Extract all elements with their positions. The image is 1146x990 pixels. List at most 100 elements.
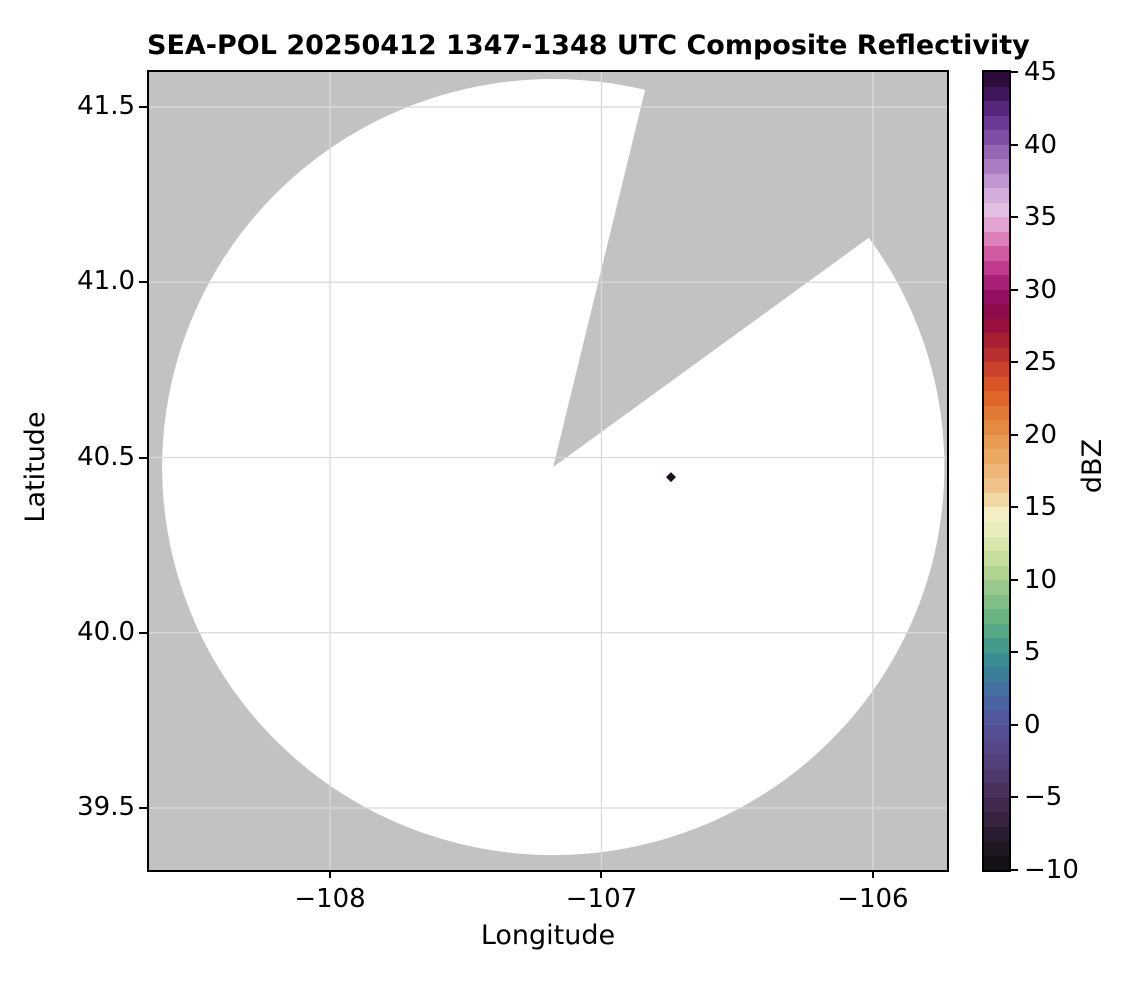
colorbar-band — [984, 101, 1009, 116]
colorbar-band — [984, 115, 1009, 131]
x-axis-tick-label: −107 — [565, 884, 638, 914]
colorbar-band — [984, 739, 1009, 755]
colorbar-band — [984, 812, 1009, 827]
colorbar-band — [984, 551, 1009, 566]
colorbar-band — [984, 797, 1009, 813]
colorbar-band — [984, 289, 1009, 305]
colorbar-band — [984, 202, 1009, 218]
y-axis-tick — [139, 281, 147, 284]
colorbar-tick-label: 5 — [1024, 637, 1041, 668]
colorbar-tick-label: 15 — [1024, 492, 1058, 523]
colorbar-tick — [1011, 143, 1018, 146]
colorbar-band — [984, 667, 1009, 682]
x-axis-label: Longitude — [480, 920, 616, 951]
colorbar-tick — [1011, 651, 1018, 654]
colorbar-band — [984, 580, 1009, 595]
colorbar-band — [984, 217, 1009, 232]
colorbar-band — [984, 333, 1009, 348]
colorbar-band — [984, 434, 1009, 450]
colorbar-band — [984, 507, 1009, 522]
colorbar-band — [984, 376, 1009, 392]
colorbar-tick-label: 35 — [1024, 202, 1058, 233]
radar-plot-canvas — [149, 72, 947, 870]
plot-area — [147, 70, 949, 872]
colorbar-tick-label: 10 — [1024, 564, 1058, 595]
y-axis-tick — [139, 456, 147, 459]
colorbar-tick — [1011, 869, 1018, 871]
colorbar-label: dBZ — [1077, 438, 1108, 494]
colorbar-band — [984, 318, 1009, 334]
colorbar-band — [984, 754, 1009, 769]
colorbar — [982, 70, 1011, 872]
colorbar-band — [984, 463, 1009, 479]
colorbar-band — [984, 638, 1009, 653]
plot-title: SEA-POL 20250412 1347-1348 UTC Composite… — [147, 30, 1030, 61]
colorbar-band — [984, 391, 1009, 406]
colorbar-band — [984, 565, 1009, 581]
colorbar-tick-label: 30 — [1024, 274, 1058, 305]
y-axis-tick — [139, 631, 147, 634]
colorbar-band — [984, 521, 1009, 537]
x-axis-tick-label: −108 — [294, 884, 366, 914]
colorbar-band — [984, 173, 1009, 189]
colorbar-band — [984, 783, 1009, 798]
colorbar-band — [984, 696, 1009, 711]
colorbar-band — [984, 841, 1009, 856]
colorbar-tick — [1011, 796, 1018, 799]
y-axis-tick — [139, 806, 147, 809]
colorbar-band — [984, 681, 1009, 697]
colorbar-band — [984, 492, 1009, 508]
colorbar-band — [984, 231, 1009, 247]
colorbar-tick-label: 40 — [1024, 129, 1058, 160]
y-axis-tick-label: 41.5 — [77, 91, 135, 122]
colorbar-band — [984, 72, 1009, 87]
colorbar-band — [984, 449, 1009, 464]
colorbar-band — [984, 275, 1009, 290]
colorbar-band — [984, 188, 1009, 203]
y-axis-tick-label: 39.5 — [77, 791, 135, 822]
y-axis-label: Latitude — [20, 411, 51, 523]
colorbar-tick-label: 45 — [1024, 57, 1058, 87]
colorbar-tick — [1011, 433, 1018, 436]
colorbar-band — [984, 725, 1009, 740]
y-axis-tick-label: 40.5 — [77, 441, 135, 472]
colorbar-tick-label: 25 — [1024, 347, 1058, 378]
colorbar-band — [984, 362, 1009, 377]
colorbar-band — [984, 304, 1009, 319]
colorbar-band — [984, 609, 1009, 624]
y-axis-tick-label: 40.0 — [77, 616, 135, 647]
radar-coverage-area — [162, 79, 945, 856]
colorbar-tick-label: −10 — [1024, 855, 1079, 885]
x-axis-tick — [871, 870, 874, 878]
colorbar-tick — [1011, 361, 1018, 364]
colorbar-tick-label: −5 — [1024, 782, 1063, 813]
colorbar-tick-label: 20 — [1024, 419, 1058, 450]
colorbar-band — [984, 478, 1009, 493]
colorbar-tick — [1011, 506, 1018, 509]
x-axis-tick — [329, 870, 332, 878]
colorbar-band — [984, 144, 1009, 160]
colorbar-band — [984, 246, 1009, 261]
colorbar-band — [984, 420, 1009, 435]
colorbar-band — [984, 86, 1009, 102]
colorbar-band — [984, 130, 1009, 145]
colorbar-tick — [1011, 288, 1018, 291]
colorbar-band — [984, 347, 1009, 363]
colorbar-tick — [1011, 578, 1018, 581]
colorbar-band — [984, 710, 1009, 726]
colorbar-band — [984, 260, 1009, 276]
colorbar-band — [984, 652, 1009, 668]
colorbar-band — [984, 594, 1009, 610]
colorbar-band — [984, 405, 1009, 421]
colorbar-tick — [1011, 723, 1018, 726]
colorbar-tick — [1011, 71, 1018, 73]
x-axis-tick — [600, 870, 603, 878]
colorbar-band — [984, 768, 1009, 784]
echo-marker — [665, 472, 676, 483]
colorbar-tick-label: 0 — [1024, 709, 1041, 740]
x-axis-tick-label: −106 — [837, 884, 909, 914]
colorbar-tick — [1011, 216, 1018, 219]
y-axis-tick — [139, 106, 147, 109]
y-axis-tick-label: 41.0 — [77, 266, 135, 297]
